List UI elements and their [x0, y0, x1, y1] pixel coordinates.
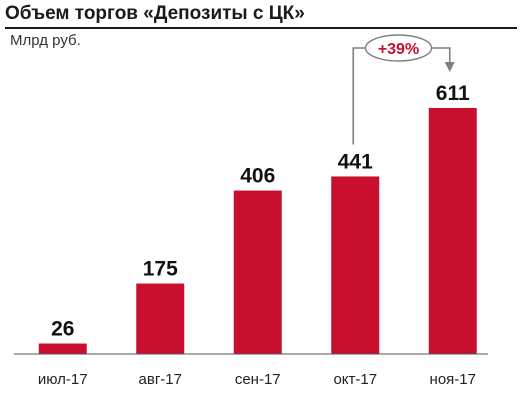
bar-июл-17 — [38, 343, 87, 354]
category-label-июл-17: июл-17 — [38, 371, 88, 388]
category-label-авг-17: авг-17 — [139, 371, 182, 388]
value-label-июл-17: 26 — [51, 318, 74, 341]
value-label-авг-17: 175 — [143, 258, 178, 281]
category-label-ноя-17: ноя-17 — [430, 371, 476, 388]
bar-окт-17 — [331, 176, 380, 354]
bar-авг-17 — [136, 283, 185, 354]
category-label-сен-17: сен-17 — [235, 371, 281, 388]
value-label-ноя-17: 611 — [436, 82, 470, 105]
growth-label: +39% — [378, 41, 419, 58]
growth-arrowhead — [444, 62, 455, 72]
title-underline — [5, 27, 517, 29]
growth-badge — [364, 34, 433, 62]
value-label-окт-17: 441 — [338, 150, 373, 173]
bar-сен-17 — [233, 190, 282, 354]
unit-label: Млрд руб. — [10, 32, 81, 49]
bar-ноя-17 — [428, 108, 477, 354]
value-label-сен-17: 406 — [240, 165, 275, 188]
category-label-окт-17: окт-17 — [333, 371, 377, 388]
chart-title: Объем торгов «Депозиты с ЦК» — [5, 3, 305, 24]
